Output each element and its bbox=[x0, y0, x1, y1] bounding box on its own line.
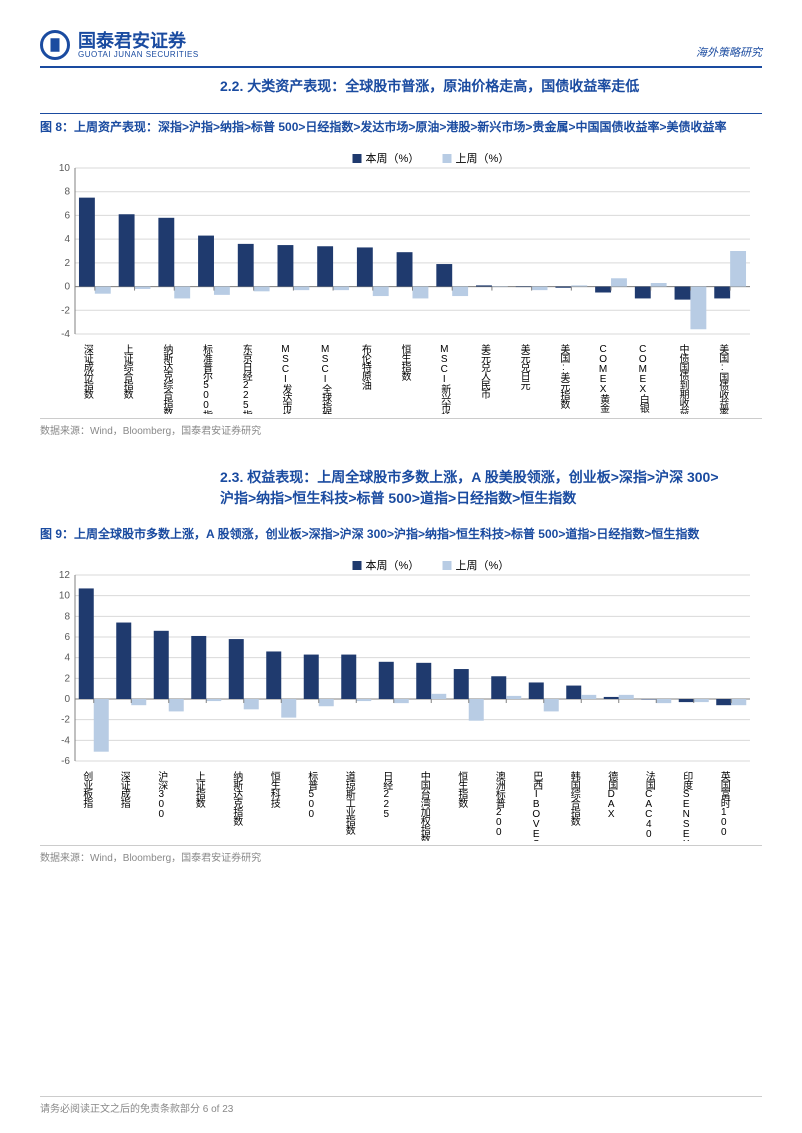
svg-text:德国DAX: 德国DAX bbox=[606, 770, 618, 819]
section-2-2-title: 2.2. 大类资产表现：全球股市普涨，原油价格走高，国债收益率走低 bbox=[220, 76, 722, 97]
svg-text:印度SENSEX30: 印度SENSEX30 bbox=[681, 771, 693, 841]
figure-8-prefix: 图 8： bbox=[40, 120, 74, 134]
svg-text:纳斯达克指数: 纳斯达克指数 bbox=[231, 770, 243, 827]
page-header: 国泰君安证券 GUOTAI JUNAN SECURITIES 海外策略研究 bbox=[40, 30, 762, 68]
svg-text:上周（%）: 上周（%） bbox=[456, 152, 510, 165]
svg-text:8: 8 bbox=[64, 611, 70, 622]
svg-text:英国富时100: 英国富时100 bbox=[718, 770, 730, 837]
svg-text:沪深300: 沪深300 bbox=[156, 770, 168, 819]
figure-9-chart: -6 -4 -2 0 2 4 6 8 10 12 创业板指 深证成指 沪深300 上证指数 纳斯达克指数 恒生… bbox=[40, 551, 762, 841]
svg-text:创业板指: 创业板指 bbox=[81, 770, 93, 809]
svg-text:COMEX白银: COMEX白银 bbox=[637, 344, 649, 414]
figure-8-source: 数据来源：Wind，Bloomberg，国泰君安证券研究 bbox=[40, 418, 762, 437]
svg-text:4: 4 bbox=[64, 653, 70, 664]
svg-text:道琼斯工业指数: 道琼斯工业指数 bbox=[343, 770, 355, 836]
figure-9-title: 图 9：上周全球股市多数上涨，A 股领涨，创业板>深指>沪深 300>沪指>纳指… bbox=[40, 525, 762, 543]
svg-text:澳洲标普200: 澳洲标普200 bbox=[493, 770, 505, 837]
svg-text:深证成指: 深证成指 bbox=[118, 771, 130, 809]
svg-text:布伦特原油: 布伦特原油 bbox=[359, 344, 371, 390]
svg-text:上证指数: 上证指数 bbox=[193, 771, 205, 809]
svg-text:上证综合指数: 上证综合指数 bbox=[121, 344, 133, 400]
svg-text:标准普尔500指数: 标准普尔500指数 bbox=[201, 344, 213, 414]
svg-text:法国CAC40: 法国CAC40 bbox=[643, 770, 655, 839]
header-category: 海外策略研究 bbox=[696, 44, 762, 60]
logo-text-cn: 国泰君安证券 bbox=[78, 32, 199, 50]
svg-text:-4: -4 bbox=[61, 735, 70, 746]
svg-text:2: 2 bbox=[64, 673, 70, 684]
svg-text:-6: -6 bbox=[61, 756, 70, 767]
svg-text:巴西IBOVESPA指数: 巴西IBOVESPA指数 bbox=[531, 771, 543, 841]
section-2-2-number: 2.2. bbox=[220, 78, 243, 94]
svg-text:12: 12 bbox=[59, 570, 71, 581]
svg-text:0: 0 bbox=[64, 694, 70, 705]
svg-text:美元兑日元: 美元兑日元 bbox=[518, 343, 530, 390]
section-2-3-number: 2.3. bbox=[220, 469, 243, 485]
figure-9-source: 数据来源：Wind，Bloomberg，国泰君安证券研究 bbox=[40, 845, 762, 864]
svg-text:本周（%）: 本周（%） bbox=[366, 151, 420, 165]
svg-text:MSCI发达市场: MSCI发达市场 bbox=[280, 344, 292, 414]
svg-text:恒生科技: 恒生科技 bbox=[268, 770, 280, 809]
svg-text:-2: -2 bbox=[61, 305, 70, 316]
svg-text:4: 4 bbox=[64, 234, 70, 245]
svg-text:日经225: 日经225 bbox=[381, 771, 393, 819]
section-2-3-text: 权益表现：上周全球股市多数上涨，A 股美股领涨，创业板>深指>沪深 300>沪指… bbox=[220, 469, 719, 506]
svg-text:6: 6 bbox=[64, 632, 70, 643]
page-footer: 请务必阅读正文之后的免责条款部分 6 of 23 bbox=[40, 1096, 762, 1115]
svg-text:中国台湾加权指数: 中国台湾加权指数 bbox=[418, 770, 430, 841]
svg-text:-2: -2 bbox=[61, 715, 70, 726]
figure-8-chart: -4 -2 0 2 4 6 8 10 深证成份指数 上证综合指数 纳斯达克综合指数 标准普尔500指数… bbox=[40, 144, 762, 414]
figure-8-title: 图 8：上周资产表现：深指>沪指>纳指>标普 500>日经指数>发达市场>原油>… bbox=[40, 113, 762, 136]
svg-text:上周（%）: 上周（%） bbox=[456, 559, 510, 572]
figure-9-text: 上周全球股市多数上涨，A 股领涨，创业板>深指>沪深 300>沪指>纳指>恒生科… bbox=[74, 527, 699, 541]
svg-text:10: 10 bbox=[59, 591, 71, 602]
svg-text:恒生指数: 恒生指数 bbox=[456, 770, 468, 809]
svg-text:MSCI全球指数: MSCI全球指数 bbox=[320, 344, 332, 414]
section-2-3-title: 2.3. 权益表现：上周全球股市多数上涨，A 股美股领涨，创业板>深指>沪深 3… bbox=[220, 467, 722, 509]
logo-area: 国泰君安证券 GUOTAI JUNAN SECURITIES bbox=[40, 30, 199, 60]
section-2-2-text: 大类资产表现：全球股市普涨，原油价格走高，国债收益率走低 bbox=[247, 78, 639, 94]
svg-text:美国:国债收益率:10年: 美国:国债收益率:10年 bbox=[717, 343, 729, 414]
svg-text:10: 10 bbox=[59, 163, 71, 174]
figure-9-prefix: 图 9： bbox=[40, 527, 74, 541]
svg-text:深证成份指数: 深证成份指数 bbox=[81, 344, 93, 400]
svg-text:标普500: 标普500 bbox=[306, 771, 318, 819]
svg-text:中债国债到期收益率:10年: 中债国债到期收益率:10年 bbox=[677, 343, 689, 414]
svg-text:-4: -4 bbox=[61, 329, 70, 340]
svg-text:纳斯达克综合指数: 纳斯达克综合指数 bbox=[161, 343, 173, 414]
svg-text:本周（%）: 本周（%） bbox=[366, 558, 420, 572]
svg-text:2: 2 bbox=[64, 258, 70, 269]
svg-text:韩国综合指数: 韩国综合指数 bbox=[568, 770, 580, 827]
figure-8-text: 上周资产表现：深指>沪指>纳指>标普 500>日经指数>发达市场>原油>港股>新… bbox=[74, 120, 726, 134]
svg-text:COMEX黄金: COMEX黄金 bbox=[598, 344, 610, 413]
svg-text:恒生指数: 恒生指数 bbox=[399, 343, 411, 382]
logo-text-en: GUOTAI JUNAN SECURITIES bbox=[78, 50, 199, 59]
company-logo-icon bbox=[40, 30, 70, 60]
svg-text:0: 0 bbox=[64, 282, 70, 293]
svg-text:美国:美元指数: 美国:美元指数 bbox=[558, 343, 570, 410]
svg-text:MSCI新兴市场: MSCI新兴市场 bbox=[439, 344, 451, 414]
svg-text:美元兑人民币: 美元兑人民币 bbox=[478, 343, 490, 400]
svg-text:8: 8 bbox=[64, 187, 70, 198]
svg-text:东京日经225指数: 东京日经225指数 bbox=[240, 343, 252, 414]
svg-text:6: 6 bbox=[64, 210, 70, 221]
